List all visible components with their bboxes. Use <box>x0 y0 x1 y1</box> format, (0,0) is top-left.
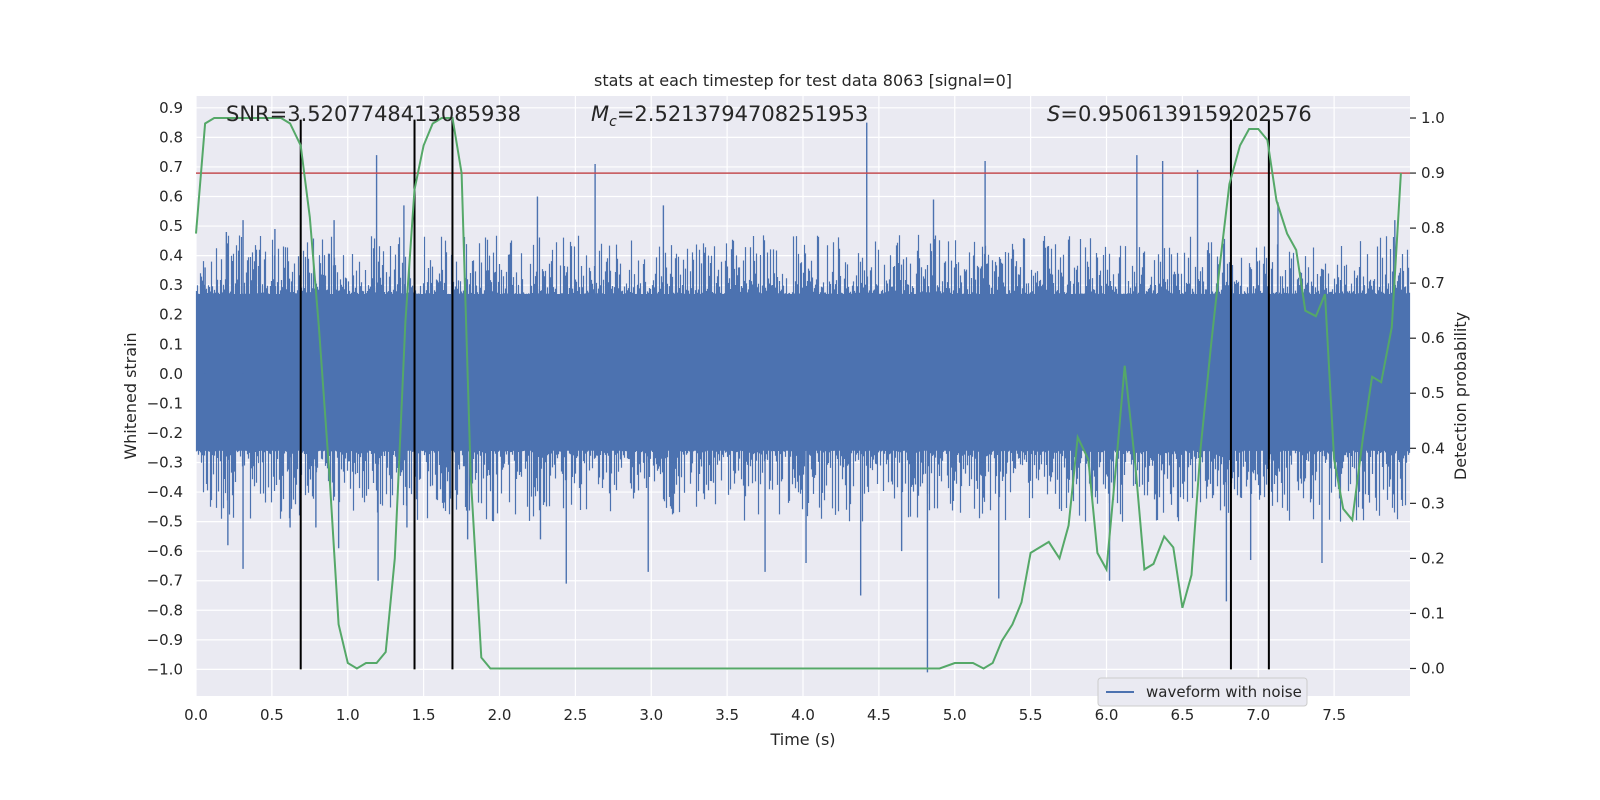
x-tick-label: 3.5 <box>715 706 739 724</box>
left-tick-label: 0.5 <box>159 217 183 235</box>
left-tick-label: 0.3 <box>159 276 183 294</box>
x-tick-label: 6.5 <box>1170 706 1194 724</box>
left-tick-label: −0.8 <box>147 601 183 619</box>
left-tick-label: −1.0 <box>147 660 183 678</box>
left-tick-label: 0.0 <box>159 365 183 383</box>
legend-label: waveform with noise <box>1146 683 1302 701</box>
chirp-mass-symbol: M <box>591 102 609 126</box>
snr-annotation: SNR=3.5207748413085938 <box>226 102 521 126</box>
left-tick-label: −0.3 <box>147 454 183 472</box>
right-tick-label: 0.9 <box>1421 164 1445 182</box>
left-tick-label: −0.4 <box>147 483 183 501</box>
right-tick-label: 0.1 <box>1421 604 1445 622</box>
left-tick-label: 0.2 <box>159 306 183 324</box>
x-tick-label: 2.0 <box>488 706 512 724</box>
x-tick-label: 4.5 <box>867 706 891 724</box>
right-tick-label: 1.0 <box>1421 109 1445 127</box>
right-tick-label: 0.7 <box>1421 274 1445 292</box>
left-tick-label: 0.7 <box>159 158 183 176</box>
left-tick-label: 0.8 <box>159 128 183 146</box>
right-tick-label: 0.6 <box>1421 329 1445 347</box>
left-tick-label: −0.6 <box>147 542 183 560</box>
x-tick-label: 1.5 <box>412 706 436 724</box>
chirp-mass-subscript: c <box>609 114 617 130</box>
event-markers <box>299 119 1270 670</box>
x-tick-label: 5.0 <box>943 706 967 724</box>
waveform-body <box>195 234 1411 522</box>
x-tick-label: 0.0 <box>184 706 208 724</box>
chirp-mass-annotation: Mc=2.5213794708251953 <box>591 102 868 130</box>
left-axis-ticks: 0.9 0.8 0.7 0.6 0.5 0.4 0.3 0.2 0.1 0.0 −0.1 −0.2 −0… <box>147 99 183 679</box>
right-tick-label: 0.4 <box>1421 439 1445 457</box>
left-tick-label: −0.9 <box>147 631 183 649</box>
x-tick-label: 1.0 <box>336 706 360 724</box>
x-tick-label: 5.5 <box>1019 706 1043 724</box>
left-tick-label: −0.5 <box>147 513 183 531</box>
x-tick-label: 3.0 <box>639 706 663 724</box>
x-axis-label: Time (s) <box>769 730 835 749</box>
spin-symbol: S <box>1047 102 1060 126</box>
left-tick-label: 0.1 <box>159 335 183 353</box>
right-axis-ticks: 1.0 0.9 0.8 0.7 0.6 0.5 0.4 0.3 0.2 0.1 0.0 <box>1410 109 1445 677</box>
left-tick-label: −0.2 <box>147 424 183 442</box>
right-tick-label: 0.8 <box>1421 219 1445 237</box>
spin-value: =0.9506139159202576 <box>1060 102 1311 126</box>
waveform-series <box>195 122 1411 673</box>
x-tick-label: 4.0 <box>791 706 815 724</box>
left-tick-label: −0.1 <box>147 394 183 412</box>
left-tick-label: 0.4 <box>159 247 183 265</box>
chirp-mass-value: =2.5213794708251953 <box>617 102 868 126</box>
left-tick-label: −0.7 <box>147 572 183 590</box>
x-axis-ticks: 0.0 0.5 1.0 1.5 2.0 2.5 3.0 3.5 4.0 4.5 5.0 5.5 6.0 6… <box>184 706 1346 724</box>
left-axis-label: Whitened strain <box>121 332 140 459</box>
right-axis-label: Detection probability <box>1451 312 1470 480</box>
legend-box <box>1097 677 1308 707</box>
right-tick-label: 0.0 <box>1421 659 1445 677</box>
chart-title: stats at each timestep for test data 806… <box>594 71 1012 90</box>
probability-series <box>195 117 1402 670</box>
x-tick-label: 7.0 <box>1246 706 1270 724</box>
right-tick-label: 0.5 <box>1421 384 1445 402</box>
left-tick-label: 0.9 <box>159 99 183 117</box>
left-tick-label: 0.6 <box>159 187 183 205</box>
x-tick-label: 2.5 <box>563 706 587 724</box>
right-tick-label: 0.3 <box>1421 494 1445 512</box>
x-tick-label: 6.0 <box>1095 706 1119 724</box>
spin-annotation: S=0.9506139159202576 <box>1047 102 1312 126</box>
right-tick-label: 0.2 <box>1421 549 1445 567</box>
legend: waveform with noise <box>1097 677 1308 707</box>
x-tick-label: 7.5 <box>1322 706 1346 724</box>
x-tick-label: 0.5 <box>260 706 284 724</box>
